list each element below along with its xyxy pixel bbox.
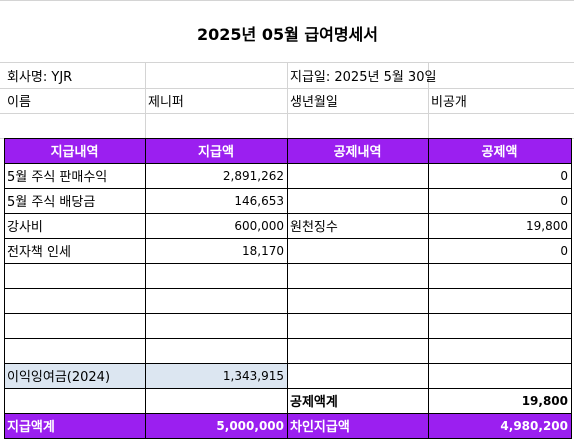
deduction-amount: 0 (560, 168, 568, 183)
company: 회사명: YJR (7, 69, 73, 85)
column-header: 공제내역 (287, 138, 428, 163)
pay-date: 지급일: 2025년 5월 30일 (290, 69, 437, 85)
name-label: 이름 (7, 95, 31, 110)
payment-amount: 18,170 (242, 243, 284, 258)
border-line (4, 163, 572, 164)
border-line (4, 438, 572, 439)
border-line (428, 138, 429, 439)
deduction-amount: 0 (560, 193, 568, 208)
grid-line (145, 62, 146, 138)
birth-label: 생년월일 (290, 95, 338, 110)
grid-line (0, 0, 574, 1)
payment-amount: 146,653 (234, 193, 284, 208)
border-line (4, 138, 5, 439)
border-line (4, 238, 572, 239)
border-line (4, 263, 572, 264)
border-line (287, 138, 288, 439)
border-line (4, 338, 572, 339)
birth: 비공개 (431, 95, 467, 110)
border-line (4, 288, 572, 289)
grid-line (428, 62, 429, 138)
deduction-amount: 0 (560, 243, 568, 258)
retained-amount: 1,343,915 (145, 363, 287, 388)
payment-item: 전자책 인세 (7, 245, 71, 260)
deduction-item: 원천징수 (290, 220, 338, 235)
payment-amount: 600,000 (234, 218, 284, 233)
column-header: 공제액 (428, 138, 571, 163)
border-line (4, 188, 572, 189)
deduction-amount: 19,800 (526, 218, 568, 233)
net-pay: 4,980,200 (428, 413, 571, 438)
border-line (4, 138, 572, 139)
payment-item: 5월 주식 판매수익 (7, 170, 108, 185)
payment-item: 5월 주식 배당금 (7, 195, 96, 210)
border-line (4, 363, 572, 364)
grid-line (287, 62, 288, 138)
name: 제니퍼 (148, 95, 184, 110)
payment-amount: 2,891,262 (222, 168, 284, 183)
border-line (4, 213, 572, 214)
border-line (571, 138, 572, 439)
column-header: 지급내역 (4, 138, 145, 163)
payment-total-label: 지급액계 (4, 413, 145, 438)
column-header: 지급액 (145, 138, 287, 163)
payment-total: 5,000,000 (145, 413, 287, 438)
net-pay-label: 차인지급액 (287, 413, 428, 438)
payment-item: 강사비 (7, 220, 43, 235)
border-line (4, 388, 572, 389)
border-line (4, 413, 572, 414)
border-line (145, 138, 146, 439)
deduction-total-label: 공제액계 (290, 395, 338, 410)
title: 2025년 05월 급여명세서 (197, 25, 378, 44)
border-line (4, 313, 572, 314)
deduction-total: 19,800 (521, 393, 568, 408)
retained-item: 이익잉여금(2024) (4, 363, 145, 388)
